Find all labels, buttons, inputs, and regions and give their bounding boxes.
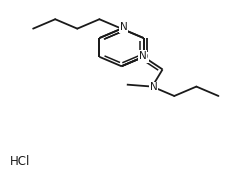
Text: N: N — [120, 22, 127, 32]
Text: N: N — [139, 51, 147, 61]
Text: N: N — [149, 83, 157, 93]
Text: HCl: HCl — [10, 155, 30, 168]
Text: O: O — [139, 52, 148, 62]
